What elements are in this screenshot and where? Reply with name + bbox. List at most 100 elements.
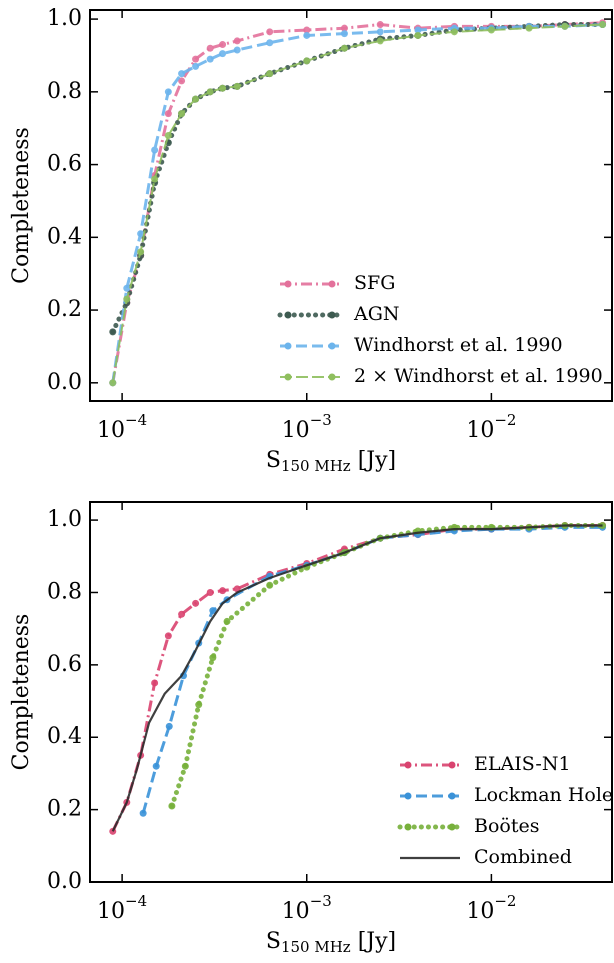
data-point (192, 55, 200, 63)
data-point (165, 722, 173, 730)
data-point (340, 24, 348, 32)
data-point (233, 82, 241, 90)
data-point (266, 39, 274, 47)
data-point (223, 617, 231, 625)
data-point (123, 284, 131, 292)
x-tick-label: 10−2 (466, 411, 516, 443)
data-point (266, 70, 274, 78)
data-point (206, 88, 214, 96)
legend-marker (448, 823, 456, 831)
data-point (414, 26, 422, 34)
series-line (111, 23, 603, 384)
data-point (340, 44, 348, 52)
data-point (195, 701, 203, 709)
data-point (266, 581, 274, 589)
axes-frame (89, 501, 613, 883)
data-point (206, 44, 214, 52)
data-point (178, 77, 186, 85)
legend-marker (404, 792, 412, 800)
data-point (139, 809, 147, 817)
plot-area (109, 522, 607, 835)
data-point (219, 41, 227, 49)
axes-frame (89, 9, 613, 402)
legend-marker (284, 342, 292, 350)
series-line (111, 23, 603, 383)
data-point (414, 31, 422, 39)
data-point (181, 762, 189, 770)
legend-marker (328, 373, 336, 381)
data-point (164, 131, 172, 139)
x-tick-label: 10−2 (466, 892, 516, 924)
y-tick-label: 0.4 (47, 224, 82, 249)
data-point (152, 762, 160, 770)
y-tick-label: 0.2 (47, 797, 82, 822)
data-point (178, 610, 186, 618)
data-point (151, 146, 159, 154)
data-point (164, 110, 172, 118)
data-point (599, 21, 607, 29)
data-point (206, 588, 214, 596)
y-tick-label: 0.8 (47, 579, 82, 604)
data-point (192, 62, 200, 70)
legend-label: 2 × Windhorst et al. 1990 (354, 365, 603, 387)
legend-marker (448, 792, 456, 800)
y-tick-label: 0.6 (47, 652, 82, 677)
data-point (233, 37, 241, 45)
y-axis-label: Completeness (9, 614, 34, 771)
data-point (340, 30, 348, 38)
data-point (209, 654, 217, 662)
legend-label: SFG (354, 272, 395, 294)
series-line (111, 524, 603, 832)
legend-label: ELAIS-N1 (474, 753, 571, 775)
legend-marker (328, 280, 336, 288)
data-point (303, 31, 311, 39)
data-point (376, 37, 384, 45)
data-point (219, 84, 227, 92)
data-point (303, 57, 311, 65)
data-point (219, 50, 227, 58)
legend-label: Boötes (474, 815, 539, 837)
data-point (178, 110, 186, 118)
data-point (164, 88, 172, 96)
y-tick-label: 0.8 (47, 79, 82, 104)
legend-label: Windhorst et al. 1990 (354, 334, 563, 356)
y-tick-label: 1.0 (47, 507, 82, 532)
x-axis-label: S150 MHz [Jy] (266, 929, 396, 956)
y-tick-label: 0.0 (47, 370, 82, 395)
data-point (266, 28, 274, 36)
data-point (178, 70, 186, 78)
data-point (192, 599, 200, 607)
legend-marker (284, 280, 292, 288)
x-tick-label: 10−4 (97, 411, 147, 443)
data-point (303, 26, 311, 34)
legend-label: AGN (353, 303, 400, 325)
data-point (219, 587, 227, 595)
data-point (525, 24, 533, 32)
legend-marker (328, 342, 336, 350)
data-point (233, 46, 241, 54)
y-tick-label: 0.0 (47, 869, 82, 894)
x-axis-label: S150 MHz [Jy] (266, 448, 396, 475)
data-point (168, 802, 176, 810)
y-axis-label: Completeness (9, 127, 34, 284)
x-tick-label: 10−3 (282, 411, 332, 443)
data-point (561, 22, 569, 30)
legend-marker (404, 761, 412, 769)
legend-label: Combined (474, 846, 572, 868)
data-point (123, 295, 131, 303)
y-tick-label: 0.2 (47, 297, 82, 322)
y-tick-label: 0.6 (47, 152, 82, 177)
series-line (111, 21, 603, 384)
data-point (206, 55, 214, 63)
data-point (151, 679, 159, 687)
data-point (137, 248, 145, 256)
plot-area (109, 19, 607, 387)
data-point (164, 632, 172, 640)
data-point (137, 230, 145, 238)
data-point (487, 26, 495, 34)
data-point (151, 175, 159, 183)
data-point (109, 328, 117, 336)
legend-marker (448, 761, 456, 769)
data-point (209, 607, 217, 615)
